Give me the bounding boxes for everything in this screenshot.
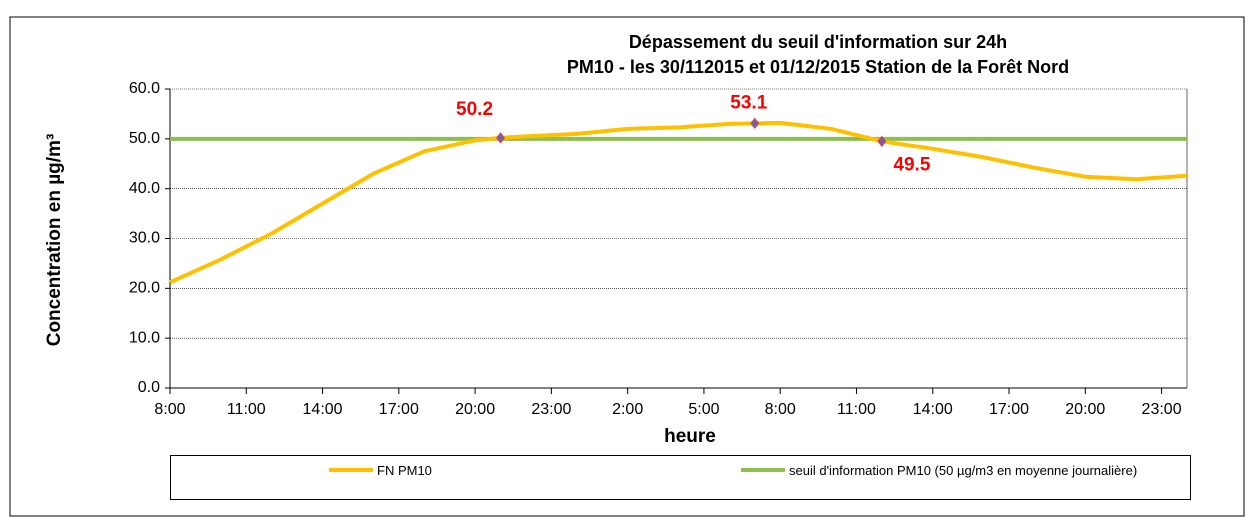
x-tick-label: 17:00 (989, 401, 1029, 418)
x-tick-label: 17:00 (379, 401, 419, 418)
legend-label: FN PM10 (377, 463, 432, 478)
x-tick-label: 11:00 (227, 401, 266, 418)
y-axis-title: Concentration en µg/m³ (44, 134, 65, 347)
x-tick-label: 5:00 (688, 401, 719, 418)
chart-title: Dépassement du seuil d'information sur 2… (629, 32, 1007, 52)
legend: FN PM10 seuil d'information PM10 (50 µg/m… (170, 455, 1191, 500)
marker (877, 135, 887, 147)
x-axis-title: heure (664, 426, 716, 447)
chart-subtitle: PM10 - les 30/112015 et 01/12/2015 Stati… (567, 57, 1069, 77)
y-tick-label: 10.0 (129, 329, 160, 346)
x-tick-label: 11:00 (837, 401, 876, 418)
x-tick-label: 23:00 (531, 401, 571, 418)
legend-item: FN PM10 (329, 462, 437, 479)
x-tick-label: 14:00 (913, 401, 953, 418)
legend-label: seuil d'information PM10 (50 µg/m3 en mo… (789, 463, 1138, 478)
x-tick-label: 8:00 (154, 401, 185, 418)
y-tick-label: 60.0 (129, 80, 160, 97)
y-tick-label: 0.0 (138, 379, 160, 396)
y-tick-label: 40.0 (129, 180, 160, 197)
x-tick-label: 8:00 (765, 401, 796, 418)
marker (496, 132, 506, 144)
y-tick-label: 20.0 (129, 280, 160, 297)
x-tick-label: 23:00 (1142, 401, 1182, 418)
x-tick-label: 20:00 (455, 401, 495, 418)
x-tick-label: 2:00 (612, 401, 643, 418)
legend-swatch (741, 468, 785, 472)
x-tick-label: 14:00 (303, 401, 343, 418)
x-tick-label: 20:00 (1065, 401, 1105, 418)
y-tick-label: 30.0 (129, 230, 160, 247)
chart-frame (9, 16, 1245, 517)
legend-item: seuil d'information PM10 (50 µg/m3 en mo… (741, 462, 1137, 479)
series-line (169, 120, 1188, 285)
legend-swatch (329, 468, 373, 472)
data-label: 50.2 (456, 99, 493, 120)
data-label: 49.5 (893, 154, 930, 175)
marker (750, 117, 760, 130)
data-label: 53.1 (730, 92, 767, 113)
y-tick-label: 50.0 (129, 130, 160, 147)
